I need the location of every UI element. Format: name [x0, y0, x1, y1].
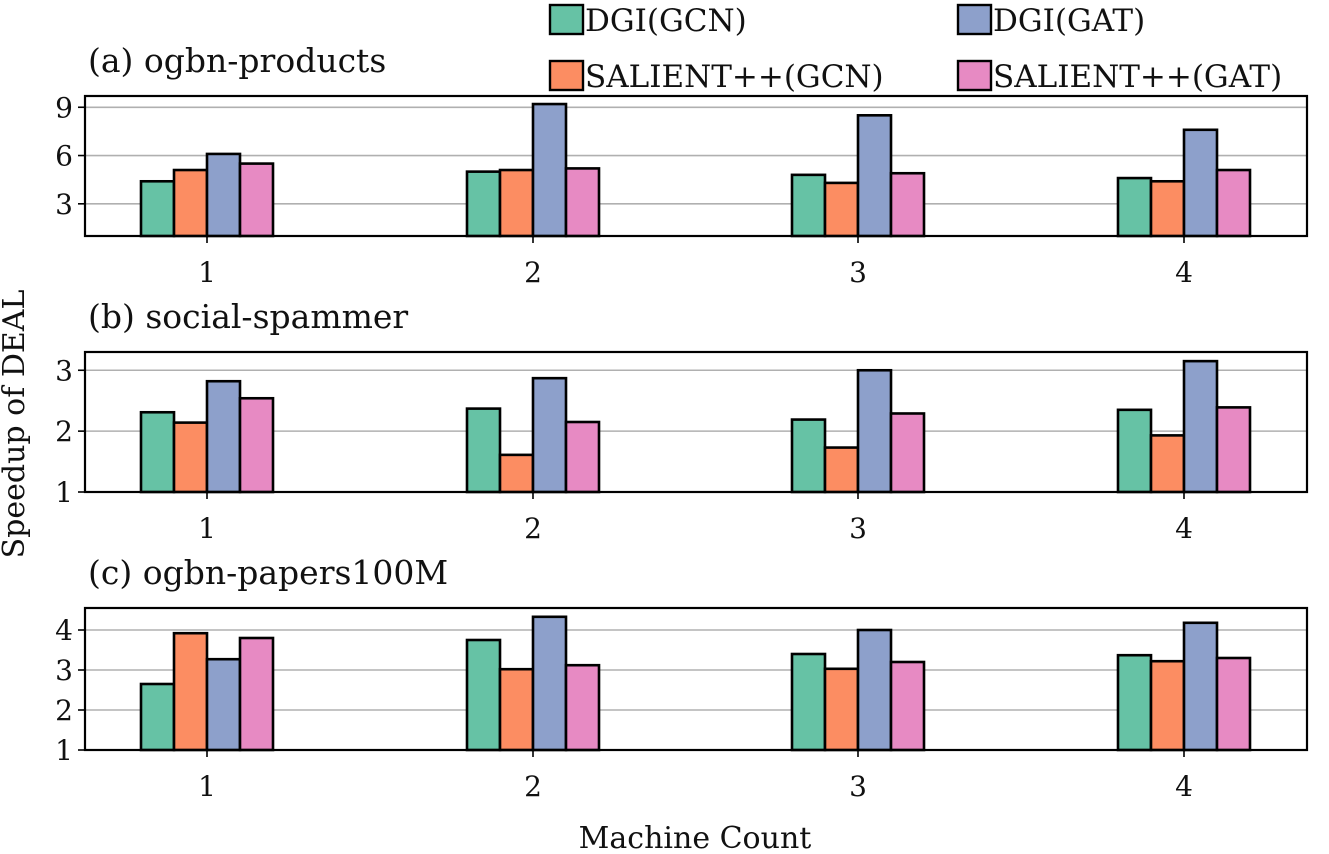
y-tick-label: 3 — [55, 654, 73, 687]
legend-swatch — [956, 59, 993, 92]
y-tick-label: 9 — [55, 91, 73, 124]
x-tick-label: 2 — [524, 512, 542, 545]
y-tick-label: 6 — [55, 140, 73, 173]
bar-dgi-gcn--1 — [139, 682, 176, 752]
legend-item: SALIENT++(GCN) — [548, 59, 884, 95]
x-tick-label: 4 — [1175, 256, 1193, 289]
legend-label: SALIENT++(GAT) — [993, 59, 1282, 95]
bar-dgi-gat--1 — [205, 379, 242, 494]
legend-item: DGI(GCN) — [548, 3, 747, 39]
x-tick-label: 2 — [524, 770, 542, 803]
bar-dgi-gcn--3 — [790, 173, 827, 238]
bar-salient-gat--3 — [889, 412, 926, 494]
bar-salient-gcn--1 — [172, 631, 209, 752]
y-tick-label: 4 — [55, 614, 73, 647]
bar-dgi-gcn--4 — [1116, 176, 1153, 238]
legend-label: DGI(GCN) — [585, 3, 747, 39]
bar-dgi-gcn--2 — [465, 407, 502, 494]
bar-salient-gcn--3 — [823, 181, 860, 238]
y-tick-label: 1 — [55, 476, 73, 509]
bar-salient-gat--4 — [1215, 168, 1252, 238]
x-tick-label: 3 — [849, 256, 867, 289]
bar-salient-gcn--4 — [1149, 659, 1186, 752]
x-tick-label: 1 — [198, 256, 216, 289]
x-axis-label: Machine Count — [579, 821, 812, 854]
bar-dgi-gat--1 — [205, 152, 242, 238]
x-tick-label: 4 — [1175, 512, 1193, 545]
panel-2: 1 2 3 1 2 3 4 (b) social-spammer — [55, 297, 1309, 545]
bar-salient-gat--1 — [238, 396, 275, 494]
bar-dgi-gat--3 — [856, 368, 893, 494]
bar-salient-gcn--1 — [172, 421, 209, 494]
y-tick-label: 1 — [55, 734, 73, 767]
x-tick-label: 4 — [1175, 770, 1193, 803]
axes-frame — [83, 94, 1309, 238]
legend-swatch — [548, 59, 585, 92]
bar-dgi-gat--3 — [856, 114, 893, 238]
x-tick-label: 3 — [849, 512, 867, 545]
x-tick-label: 2 — [524, 256, 542, 289]
y-tick-label: 3 — [55, 188, 73, 221]
x-tick-label: 1 — [198, 512, 216, 545]
legend-label: DGI(GAT) — [993, 3, 1145, 39]
bar-salient-gat--2 — [564, 167, 601, 238]
x-tick-label: 1 — [198, 770, 216, 803]
bar-dgi-gcn--3 — [790, 418, 827, 494]
bar-salient-gat--1 — [238, 162, 275, 238]
bar-dgi-gat--2 — [531, 615, 568, 752]
bar-dgi-gat--2 — [531, 102, 568, 238]
bar-salient-gcn--1 — [172, 168, 209, 238]
panel-3: 1 2 3 4 1 2 3 4 (c) ogbn-papers100M — [55, 553, 1309, 803]
legend-label: SALIENT++(GCN) — [585, 59, 884, 95]
bar-dgi-gcn--3 — [790, 652, 827, 752]
bar-salient-gcn--3 — [823, 667, 860, 752]
bar-dgi-gcn--1 — [139, 410, 176, 494]
panel-title: (c) ogbn-papers100M — [88, 553, 448, 592]
bar-salient-gcn--4 — [1149, 434, 1186, 494]
bar-salient-gat--3 — [889, 660, 926, 752]
y-tick-label: 3 — [55, 354, 73, 387]
bar-salient-gat--3 — [889, 171, 926, 238]
y-axis-label: Speedup of DEAL — [0, 290, 32, 559]
panel-title: (b) social-spammer — [88, 297, 408, 336]
bar-dgi-gat--4 — [1182, 621, 1219, 752]
bar-salient-gcn--3 — [823, 446, 860, 494]
x-tick-label: 3 — [849, 770, 867, 803]
panel-title: (a) ogbn-products — [88, 41, 386, 80]
bar-salient-gcn--2 — [498, 453, 535, 494]
bar-dgi-gcn--4 — [1116, 653, 1153, 752]
bar-dgi-gat--4 — [1182, 359, 1219, 494]
legend-swatch — [956, 3, 993, 36]
bar-dgi-gat--1 — [205, 657, 242, 752]
bar-salient-gcn--4 — [1149, 179, 1186, 238]
bar-salient-gcn--2 — [498, 168, 535, 238]
bar-salient-gat--2 — [564, 663, 601, 752]
bar-dgi-gcn--1 — [139, 179, 176, 238]
bar-dgi-gcn--4 — [1116, 408, 1153, 494]
bar-dgi-gcn--2 — [465, 170, 502, 238]
bar-salient-gat--1 — [238, 636, 275, 752]
bar-dgi-gcn--2 — [465, 638, 502, 752]
y-tick-label: 2 — [55, 415, 73, 448]
legend-item: DGI(GAT) — [956, 3, 1145, 39]
axes-frame — [83, 350, 1309, 494]
bar-dgi-gat--4 — [1182, 128, 1219, 238]
bar-salient-gat--4 — [1215, 406, 1252, 494]
bar-salient-gat--2 — [564, 420, 601, 494]
bar-salient-gcn--2 — [498, 667, 535, 752]
legend-item: SALIENT++(GAT) — [956, 59, 1282, 95]
legend: DGI(GCN) DGI(GAT) SALIENT++(GCN) SALIENT++(… — [548, 3, 1282, 95]
bar-dgi-gat--3 — [856, 628, 893, 752]
bar-dgi-gat--2 — [531, 376, 568, 494]
y-tick-label: 2 — [55, 694, 73, 727]
axes-frame — [83, 606, 1309, 752]
legend-swatch — [548, 3, 585, 36]
bar-salient-gat--4 — [1215, 656, 1252, 752]
